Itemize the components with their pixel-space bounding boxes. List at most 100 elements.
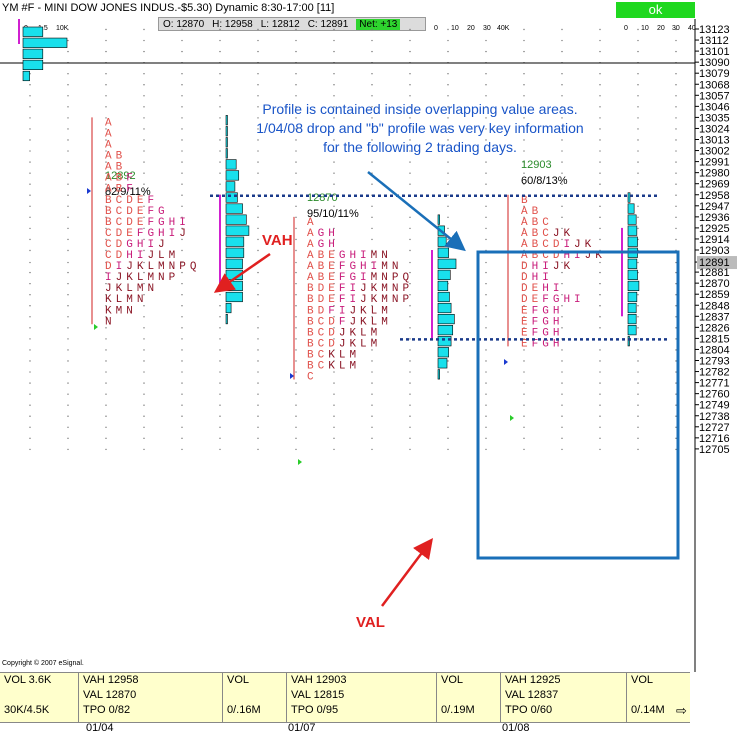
grid-dot [409, 327, 411, 329]
tpo-letter: B [307, 283, 314, 295]
grid-dot [371, 261, 373, 264]
grid-dot [219, 349, 221, 351]
grid-dot [675, 338, 677, 340]
grid-dot [67, 139, 69, 141]
grid-dot [523, 84, 525, 86]
y-tick-label: 13112 [699, 35, 729, 47]
grid-dot [675, 271, 677, 274]
grid-dot [295, 28, 297, 31]
tpo-letter: H [553, 316, 560, 328]
tpo-letter: J [116, 272, 123, 284]
grid-dot [599, 415, 601, 417]
ok-button[interactable]: ok [616, 2, 695, 18]
volume-bar [437, 214, 440, 225]
grid-dot [409, 172, 411, 174]
tpo-letter: I [360, 272, 367, 284]
grid-dot [675, 316, 677, 318]
tpo-letter: D [105, 261, 112, 273]
grid-dot [675, 305, 677, 307]
grid-dot [599, 393, 601, 395]
tpo-row: A [105, 117, 112, 129]
grid-dot [333, 371, 335, 373]
tpo-letter: K [595, 250, 602, 262]
grid-dot [371, 161, 373, 163]
grid-dot [181, 371, 183, 373]
tpo-letter: G [553, 294, 560, 306]
stats-tpo: TPO 0/60 [505, 704, 553, 716]
grid-dot [105, 349, 107, 351]
grid-dot [67, 415, 69, 417]
tpo-letter: M [169, 250, 176, 262]
volume-bar [627, 336, 630, 347]
grid-dot [181, 161, 183, 163]
stats-cell-0107: VAH 12903 VAL 12815 TPO 0/95 [286, 673, 436, 722]
ohlc-high: H: 12958 [212, 18, 253, 30]
ohlc-bar: O: 12870 H: 12958 L: 12812 C: 12891 Net:… [158, 17, 426, 31]
grid-dot [143, 448, 145, 451]
grid-dot [295, 437, 297, 440]
tpo-letter: J [126, 261, 133, 273]
grid-dot [485, 183, 487, 185]
grid-dot [447, 117, 449, 119]
grid-dot [599, 150, 601, 152]
grid-dot [561, 227, 563, 230]
tpo-letter: I [360, 250, 367, 262]
stats-tpo: TPO 0/95 [291, 704, 339, 716]
tpo-letter: A [307, 261, 314, 273]
grid-dot [29, 128, 31, 130]
volume-bar [627, 225, 638, 236]
grid-dot [523, 95, 525, 97]
tpo-letter: A [307, 228, 314, 240]
tpo-letter: A [307, 250, 314, 262]
grid-dot [561, 282, 563, 285]
grid-dot [181, 216, 183, 219]
grid-dot [371, 294, 373, 296]
grid-dot [219, 437, 221, 440]
grid-dot [371, 39, 373, 42]
tpo-letter: L [360, 327, 367, 339]
grid-dot [295, 371, 297, 373]
grid-dot [409, 393, 411, 395]
tpo-letter: A [521, 228, 528, 240]
profile-top-price: 12892 [105, 170, 136, 182]
grid-dot [181, 415, 183, 417]
grid-dot [219, 371, 221, 373]
grid-dot [29, 161, 31, 163]
grid-dot [333, 305, 335, 307]
tpo-letter: A [307, 217, 314, 229]
tpo-row: A [105, 128, 112, 140]
grid-dot [257, 371, 259, 373]
volume-bar [437, 313, 455, 325]
grid-dot [257, 238, 259, 241]
open-marker [504, 359, 508, 365]
tpo-letter: M [381, 261, 388, 273]
grid-dot [67, 95, 69, 97]
grid-dot [447, 426, 449, 428]
grid-dot [181, 194, 183, 196]
grid-dot [599, 139, 601, 141]
profile-top-price: 12870 [307, 192, 338, 204]
scroll-right-icon[interactable]: ⇨ [676, 703, 687, 718]
y-tick-label: 12826 [699, 322, 730, 334]
grid-dot [333, 415, 335, 417]
volume-bar [225, 247, 245, 258]
grid-dot [219, 316, 221, 318]
grid-dot [219, 294, 221, 296]
tpo-letter: F [532, 316, 539, 328]
volume-bar [225, 137, 228, 148]
grid-dot [181, 404, 183, 406]
tpo-letter: C [542, 239, 549, 251]
grid-dot [675, 139, 677, 141]
grid-dot [105, 393, 107, 395]
tpo-letter: I [563, 239, 570, 251]
grid-dot [295, 349, 297, 351]
grid-dot [143, 227, 145, 230]
grid-dot [29, 150, 31, 152]
tpo-letter: K [563, 261, 570, 273]
grid-dot [143, 106, 145, 108]
tpo-letter: N [126, 305, 133, 317]
y-tick-label: 12771 [699, 378, 730, 390]
